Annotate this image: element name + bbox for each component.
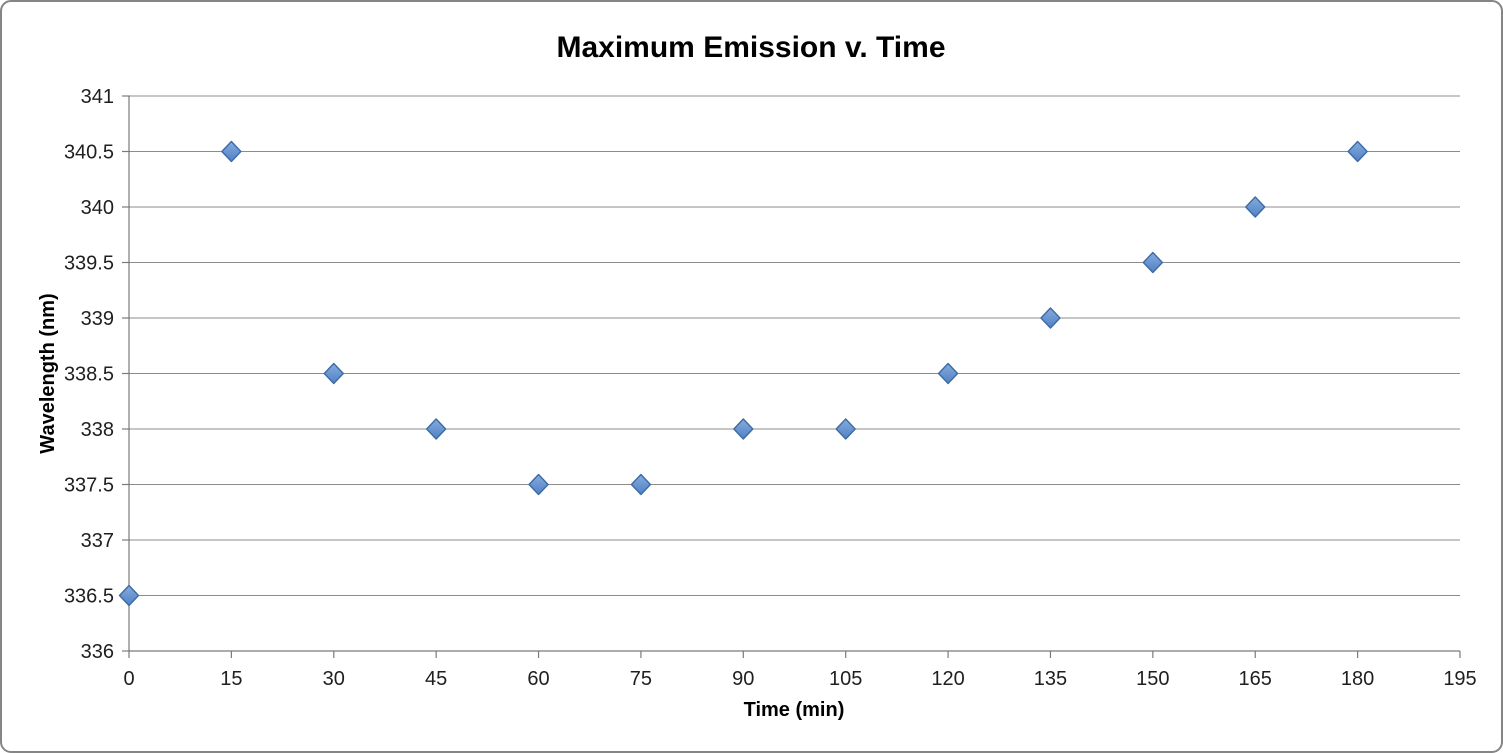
y-tick-label-338.5: 338.5 <box>64 364 114 386</box>
y-tick-label-340: 340 <box>81 197 114 219</box>
y-tick-label-337.5: 337.5 <box>64 475 114 497</box>
y-tick-label-340.5: 340.5 <box>64 142 114 164</box>
x-tick-label-75: 75 <box>630 668 652 690</box>
x-axis-title: Time (min) <box>744 699 845 721</box>
data-point-marker-165-340 <box>1245 196 1266 218</box>
x-tick-label-135: 135 <box>1034 668 1067 690</box>
y-tick-label-341: 341 <box>81 86 114 108</box>
y-tick-label-337: 337 <box>81 530 114 552</box>
x-tick-label-195: 195 <box>1443 668 1476 690</box>
data-point-marker-180-340.5 <box>1347 140 1368 163</box>
data-point-marker-60-337.5 <box>528 473 549 496</box>
x-tick-label-105: 105 <box>829 668 862 690</box>
x-tick-label-30: 30 <box>323 668 345 690</box>
x-tick-label-120: 120 <box>931 668 964 690</box>
x-tick-label-45: 45 <box>425 668 447 690</box>
data-points-series <box>118 140 1368 607</box>
chart-title: Maximum Emission v. Time <box>556 31 945 64</box>
tick-marks <box>122 95 1461 658</box>
data-point-marker-75-337.5 <box>630 473 652 496</box>
x-tick-label-90: 90 <box>732 668 754 690</box>
data-point-marker-105-338 <box>835 418 856 440</box>
gridlines <box>129 95 1460 652</box>
y-axis-title: Wavelength (nm) <box>37 293 59 453</box>
tick-labels: 336 336.5 337 337.5 338 338.5 339 339.5 340 340.5… <box>64 86 1477 690</box>
x-tick-label-15: 15 <box>220 668 242 690</box>
data-point-marker-45-338 <box>425 418 447 440</box>
data-point-marker-135-339 <box>1040 307 1061 329</box>
data-point-marker-15-340.5 <box>221 140 242 163</box>
x-tick-label-165: 165 <box>1239 668 1272 690</box>
data-point-marker-150-339.5 <box>1142 251 1164 274</box>
data-point-marker-30-338.5 <box>323 362 344 385</box>
data-point-marker-90-338 <box>733 418 754 440</box>
x-tick-label-60: 60 <box>527 668 549 690</box>
x-tick-label-150: 150 <box>1136 668 1169 690</box>
y-tick-label-339.5: 339.5 <box>64 253 114 275</box>
data-point-marker-0-336.5 <box>118 584 140 607</box>
y-tick-label-336.5: 336.5 <box>64 586 114 608</box>
y-tick-label-339: 339 <box>81 308 114 330</box>
x-tick-label-180: 180 <box>1341 668 1374 690</box>
y-tick-label-338: 338 <box>81 419 114 441</box>
y-tick-label-336: 336 <box>81 641 114 663</box>
x-tick-label-0: 0 <box>123 668 134 690</box>
data-point-marker-120-338.5 <box>937 362 959 385</box>
